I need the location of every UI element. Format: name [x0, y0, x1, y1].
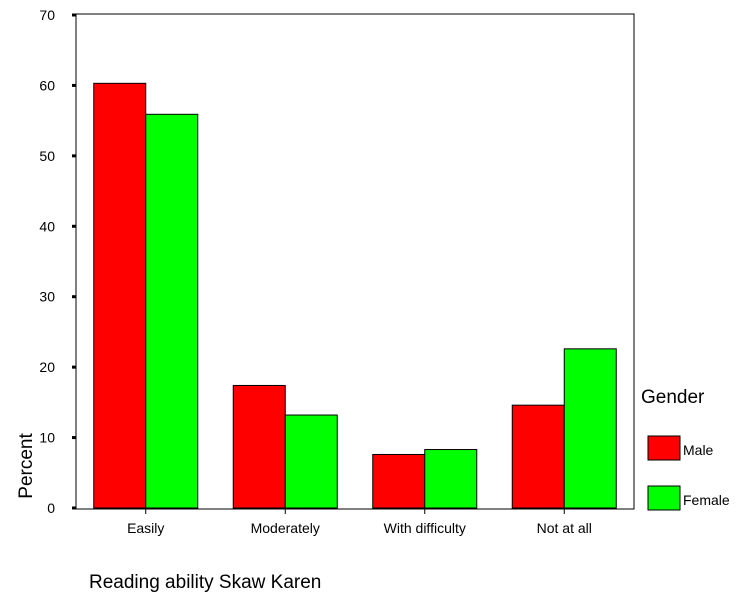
y-tick-label: 10	[39, 430, 55, 446]
legend: Gender Male Female	[641, 387, 730, 511]
y-axis-title: Percent	[16, 433, 37, 499]
x-axis-title: Reading ability Skaw Karen	[89, 572, 321, 593]
bar-female-easily	[145, 113, 199, 509]
bar-female-with-difficulty	[424, 449, 478, 509]
bar-male-moderately	[232, 384, 286, 509]
bar-female-moderately	[284, 414, 338, 509]
bars	[93, 82, 617, 509]
bar-female-not-at-all	[563, 348, 617, 509]
y-tick-label: 50	[39, 148, 55, 164]
y-tick-label: 40	[39, 218, 55, 234]
y-axis: 0 10 20 30 40 50 60 70	[39, 7, 76, 516]
y-tick-label: 60	[39, 77, 55, 93]
legend-swatch-female	[647, 485, 681, 511]
y-tick-label: 70	[39, 7, 55, 23]
y-tick-label: 0	[47, 500, 55, 516]
x-tick-label: With difficulty	[384, 520, 466, 536]
bar-male-not-at-all	[511, 404, 565, 509]
bar-male-with-difficulty	[372, 453, 426, 509]
legend-label-female: Female	[683, 492, 730, 508]
x-tick-label: Easily	[127, 520, 164, 536]
legend-label-male: Male	[683, 442, 714, 458]
bar-male-easily	[93, 82, 147, 509]
legend-swatch-male	[647, 435, 681, 461]
x-tick-label: Moderately	[251, 520, 320, 536]
y-tick-label: 20	[39, 359, 55, 375]
legend-title: Gender	[641, 387, 705, 408]
x-tick-label: Not at all	[537, 520, 592, 536]
x-axis: Easily Moderately With difficulty Not at al…	[127, 509, 592, 536]
y-tick-label: 30	[39, 289, 55, 305]
